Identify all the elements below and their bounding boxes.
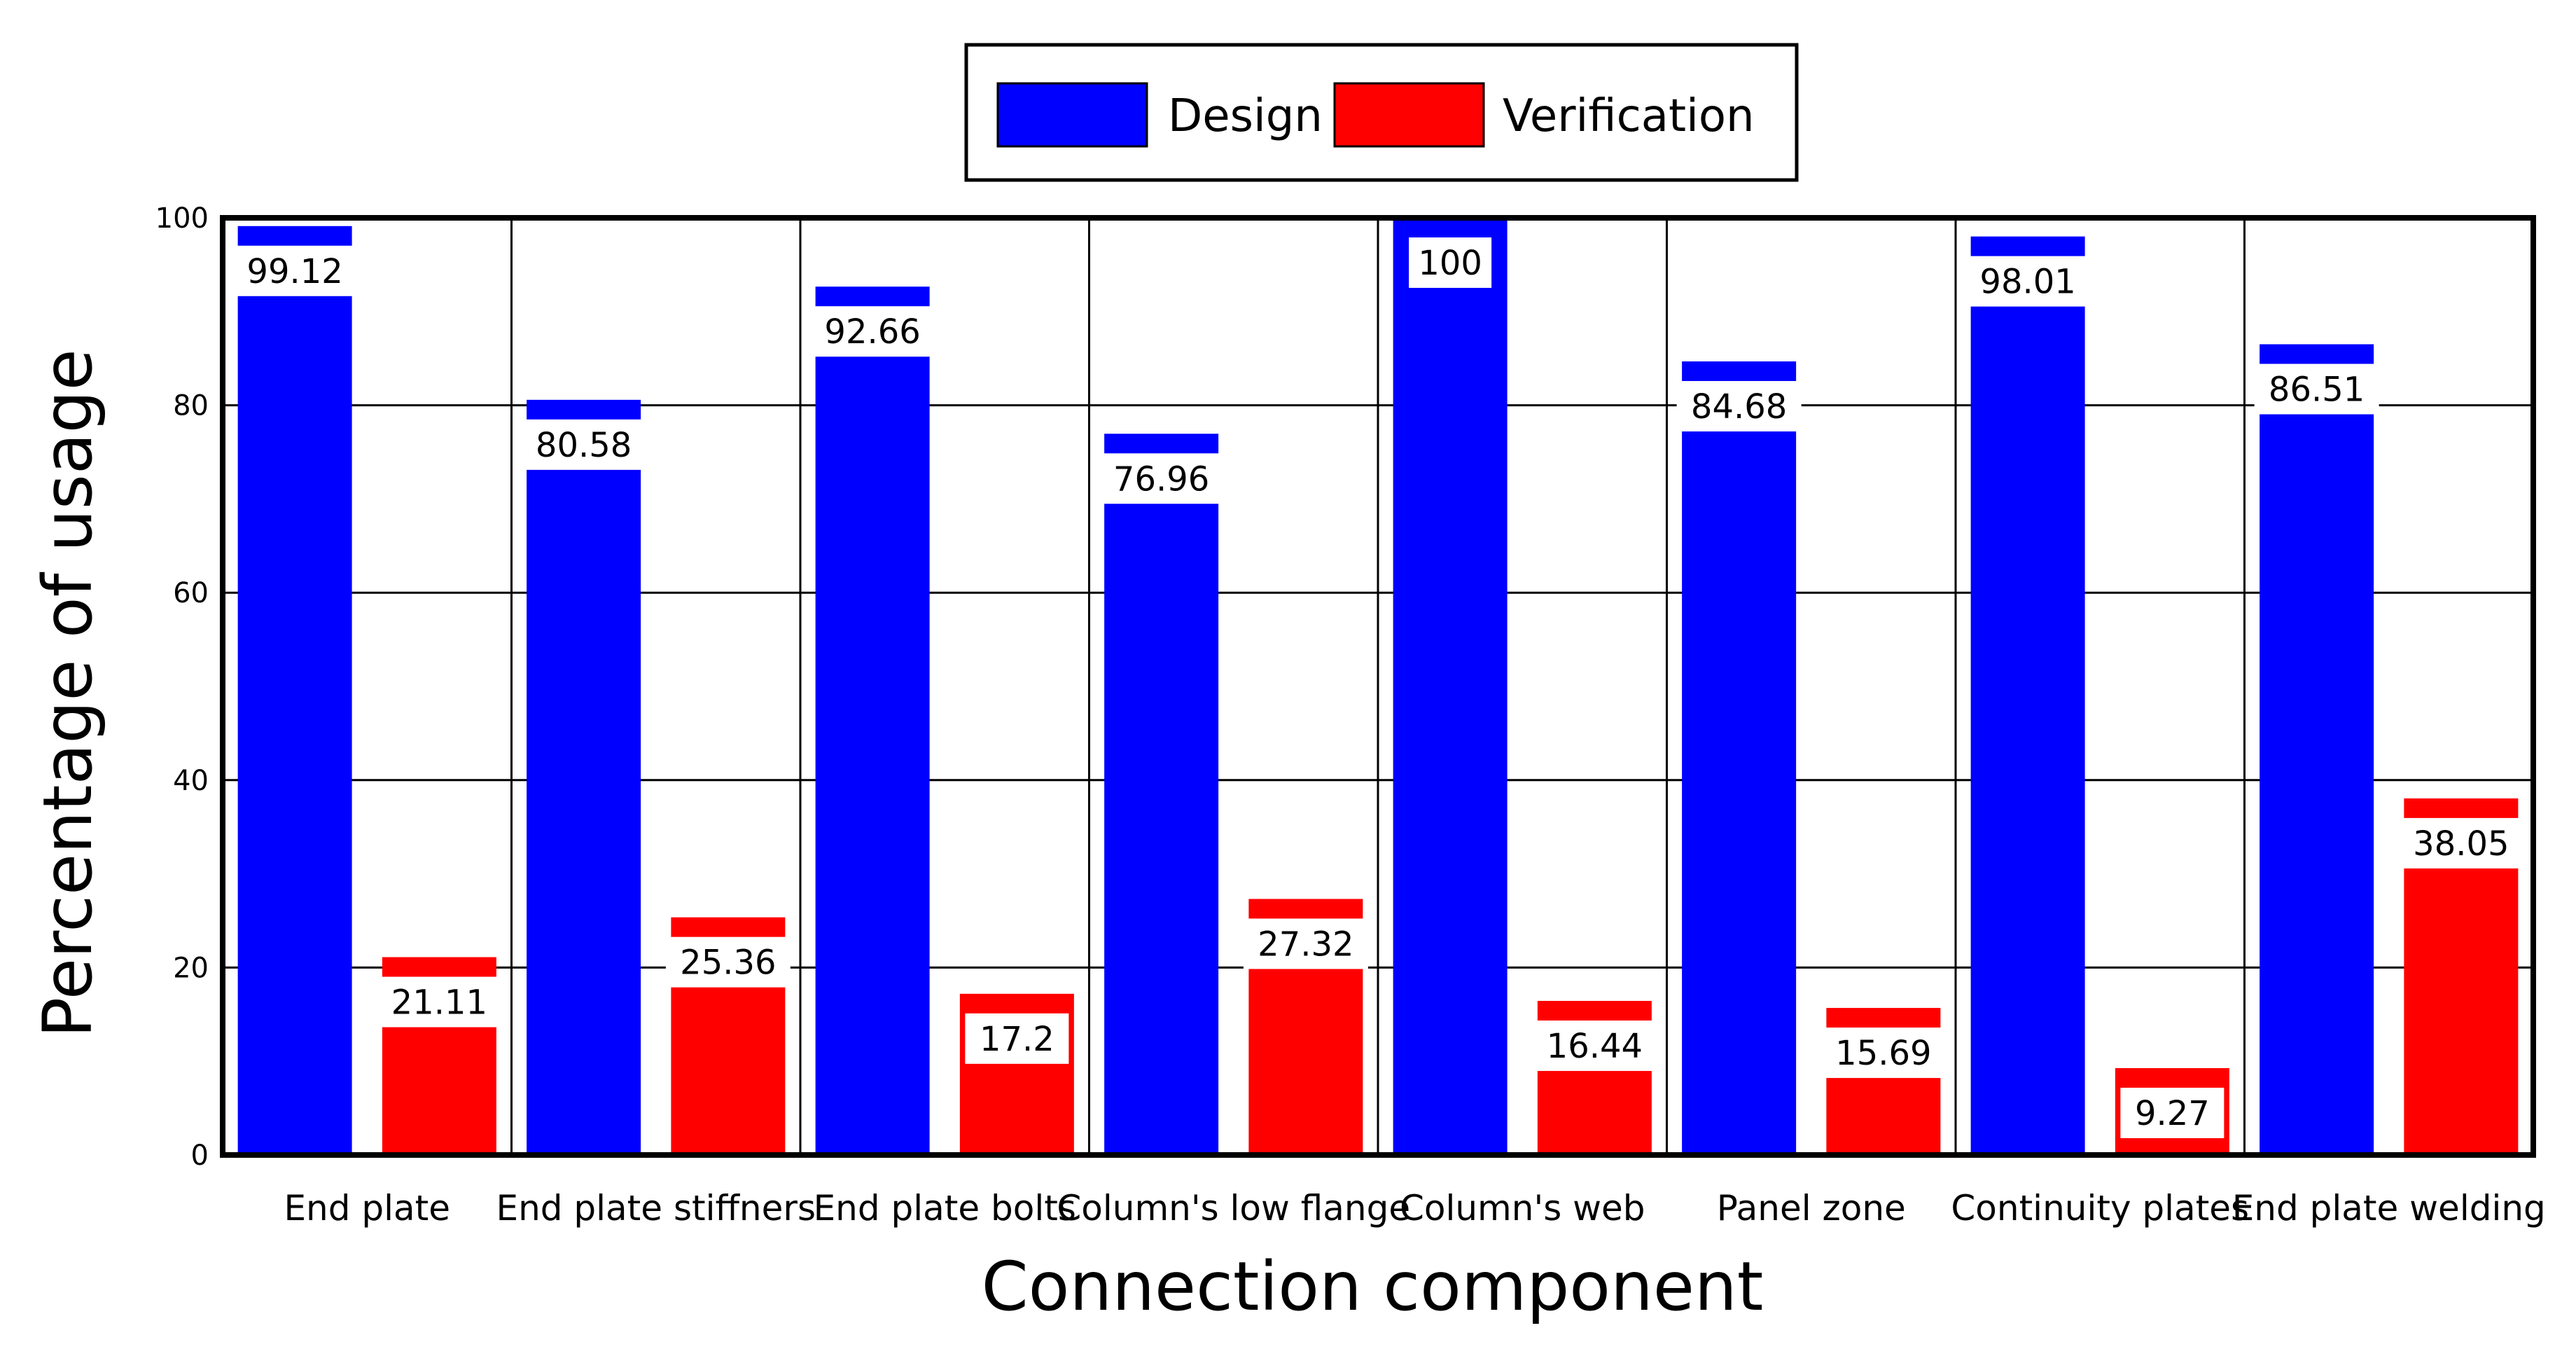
data-label-box [1820,1028,1946,1079]
data-label-box [965,1013,1069,1064]
y-tick-label: 40 [173,765,209,797]
data-label-box [1409,237,1492,288]
data-label-design-end-plate-stiffners: 80.58 [536,426,632,465]
y-tick-label: 80 [173,390,209,422]
x-category-label-end-plate-welding: End plate welding [2232,1188,2546,1229]
data-label-box [1243,918,1368,969]
data-label-verification-column-s-low-flange: 27.32 [1258,925,1353,964]
data-label-verification-end-plate-stiffners: 25.36 [680,943,776,983]
bar-design-continuity-plates [1970,236,2085,1155]
data-label-box [1676,380,1802,431]
bars [237,218,2519,1156]
data-label-verification-end-plate: 21.11 [391,983,487,1023]
x-axis-title: Connection component [982,1247,1764,1326]
legend-label-design: Design [1168,90,1323,142]
legend-label-verification: Verification [1503,90,1755,142]
data-labels: 99.12 80.58 92.66 76.96 100 84.68 98.01 86.51 21… [232,237,2523,1138]
legend-swatch-verification [1333,82,1485,148]
bar-design-end-plate-bolts [815,286,930,1155]
plot-frame [220,215,2536,1158]
data-label-design-panel-zone: 84.68 [1691,387,1787,427]
x-category-label-continuity-plates: Continuity plates [1951,1188,2249,1229]
x-category-label-column-s-low-flange: Column's low flange [1057,1188,1410,1229]
bar-design-column-s-web [1393,218,1508,1155]
x-category-label-column-s-web: Column's web [1400,1188,1645,1229]
data-label-box [1965,256,2091,307]
x-category-label-end-plate-stiffners: End plate stiffners [496,1188,816,1229]
x-category-label-end-plate: End plate [284,1188,450,1229]
data-label-verification-end-plate-bolts: 17.2 [980,1020,1054,1059]
y-tick-label: 0 [191,1140,209,1172]
data-label-box [2254,364,2379,415]
data-label-verification-panel-zone: 15.69 [1835,1034,1931,1073]
data-label-design-end-plate-welding: 86.51 [2269,370,2365,409]
data-label-box [232,245,358,296]
data-label-box [1099,453,1224,504]
legend-swatch-design [996,82,1148,148]
data-label-design-column-s-web: 100 [1418,244,1482,283]
y-axis-title: Percentage of usage [29,349,107,1037]
data-label-box [2120,1087,2225,1138]
data-label-design-column-s-low-flange: 76.96 [1113,459,1209,499]
data-label-box [2398,817,2523,869]
data-label-design-continuity-plates: 98.01 [1979,263,2075,302]
data-label-verification-column-s-web: 16.44 [1547,1027,1643,1066]
y-axis-ticks: 0 20 40 60 80 100 [155,202,209,1172]
data-label-box [665,936,791,988]
bar-design-end-plate-stiffners [527,399,641,1155]
x-category-label-panel-zone: Panel zone [1717,1188,1906,1229]
y-tick-label: 60 [173,577,209,609]
y-tick-label: 20 [173,952,209,984]
legend: Design Verification [964,43,1799,182]
bar-design-end-plate [237,226,352,1155]
bar-design-end-plate-welding [2260,344,2374,1155]
data-label-verification-end-plate-welding: 38.05 [2413,824,2509,864]
y-tick-label: 100 [155,202,209,235]
data-label-design-end-plate-bolts: 92.66 [824,312,920,352]
bar-design-panel-zone [1682,361,1797,1155]
data-label-verification-continuity-plates: 9.27 [2135,1094,2210,1133]
data-label-design-end-plate: 99.12 [246,252,342,291]
bar-design-column-s-low-flange [1104,434,1219,1156]
x-category-label-end-plate-bolts: End plate bolts [814,1188,1076,1229]
data-label-box [521,419,646,470]
data-label-box [1532,1021,1657,1072]
data-label-box [810,306,935,357]
data-label-box [377,976,502,1028]
